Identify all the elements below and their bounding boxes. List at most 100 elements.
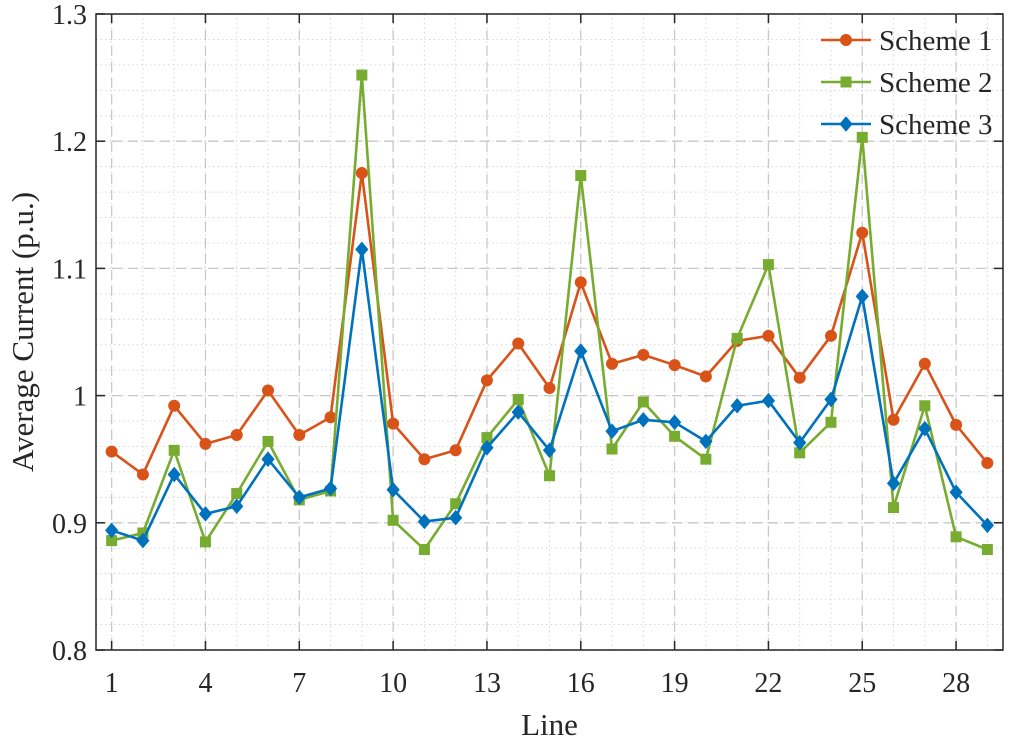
data-point-scheme-3 bbox=[636, 411, 650, 428]
data-point-scheme-1 bbox=[418, 453, 431, 466]
data-point-scheme-3 bbox=[855, 288, 869, 305]
x-tick-label: 10 bbox=[379, 668, 407, 699]
data-point-scheme-2 bbox=[731, 332, 743, 344]
data-point-scheme-1 bbox=[230, 429, 243, 442]
data-point-scheme-2 bbox=[888, 502, 900, 514]
data-point-scheme-1 bbox=[793, 371, 806, 384]
data-point-scheme-2 bbox=[856, 131, 868, 143]
data-point-scheme-1 bbox=[824, 329, 837, 342]
data-point-scheme-1 bbox=[918, 357, 931, 370]
data-point-scheme-1 bbox=[762, 329, 775, 342]
data-point-scheme-2 bbox=[262, 435, 274, 447]
data-point-scheme-3 bbox=[261, 451, 275, 467]
data-point-scheme-3 bbox=[292, 489, 306, 506]
data-point-scheme-1 bbox=[668, 359, 681, 372]
data-point-scheme-3 bbox=[480, 439, 494, 456]
data-point-scheme-3 bbox=[730, 398, 744, 414]
data-point-scheme-1 bbox=[168, 399, 181, 412]
data-point-scheme-1 bbox=[199, 437, 212, 450]
legend-marker-scheme-2 bbox=[840, 76, 852, 88]
plot-frame bbox=[95, 13, 1004, 651]
y-tick-label: 1 bbox=[73, 382, 87, 413]
data-point-scheme-3 bbox=[449, 509, 463, 526]
data-point-scheme-3 bbox=[980, 517, 994, 534]
data-point-scheme-2 bbox=[512, 393, 524, 405]
data-point-scheme-2 bbox=[637, 396, 649, 408]
y-tick-label: 1.1 bbox=[52, 254, 87, 285]
data-point-scheme-2 bbox=[168, 444, 180, 456]
data-point-scheme-2 bbox=[700, 453, 712, 465]
legend-item-scheme-1: Scheme 1 bbox=[821, 25, 993, 57]
legend-marker-scheme-1 bbox=[840, 34, 852, 46]
data-point-scheme-2 bbox=[199, 536, 211, 548]
series-layer bbox=[105, 69, 994, 556]
data-point-scheme-3 bbox=[605, 423, 619, 439]
data-point-scheme-1 bbox=[480, 374, 493, 387]
axis-ticks bbox=[96, 13, 1003, 651]
data-point-scheme-3 bbox=[918, 420, 932, 437]
x-tick-label: 7 bbox=[292, 668, 306, 699]
y-axis-title: Average Current (p.u.) bbox=[5, 192, 40, 472]
data-point-scheme-3 bbox=[886, 475, 901, 492]
data-point-scheme-1 bbox=[512, 337, 525, 350]
data-point-scheme-2 bbox=[231, 488, 243, 500]
series-scheme-3 bbox=[105, 241, 994, 549]
data-point-scheme-2 bbox=[762, 259, 774, 271]
data-point-scheme-3 bbox=[136, 532, 150, 549]
data-point-scheme-3 bbox=[386, 481, 400, 498]
data-point-scheme-2 bbox=[387, 514, 399, 526]
data-point-scheme-2 bbox=[544, 470, 555, 482]
data-point-scheme-2 bbox=[981, 544, 993, 556]
data-point-scheme-1 bbox=[105, 445, 118, 458]
legend-marker-scheme-3 bbox=[839, 116, 853, 132]
x-tick-label: 13 bbox=[473, 668, 501, 699]
data-point-scheme-3 bbox=[323, 480, 338, 497]
legend-item-scheme-3: Scheme 3 bbox=[821, 109, 993, 141]
data-point-scheme-2 bbox=[950, 531, 962, 543]
legend-item-scheme-2: Scheme 2 bbox=[821, 67, 993, 99]
data-point-scheme-3 bbox=[355, 241, 369, 258]
data-point-scheme-2 bbox=[418, 544, 430, 556]
data-point-scheme-3 bbox=[699, 433, 713, 450]
data-point-scheme-2 bbox=[919, 400, 931, 412]
data-point-scheme-1 bbox=[856, 226, 869, 239]
data-point-scheme-3 bbox=[574, 343, 588, 359]
data-point-scheme-3 bbox=[542, 442, 557, 459]
data-point-scheme-3 bbox=[667, 414, 682, 431]
data-point-scheme-3 bbox=[949, 484, 963, 501]
data-point-scheme-3 bbox=[167, 466, 181, 483]
y-tick-label: 1.3 bbox=[52, 0, 87, 31]
data-point-scheme-3 bbox=[105, 522, 119, 539]
data-point-scheme-1 bbox=[887, 413, 900, 426]
data-point-scheme-3 bbox=[793, 434, 807, 451]
legend-label-scheme-3: Scheme 3 bbox=[879, 109, 993, 141]
x-tick-label: 16 bbox=[567, 668, 595, 699]
data-point-scheme-1 bbox=[136, 468, 149, 481]
x-tick-label: 28 bbox=[942, 668, 970, 699]
data-point-scheme-1 bbox=[543, 381, 556, 394]
data-point-scheme-1 bbox=[355, 167, 368, 179]
y-tick-label: 0.9 bbox=[52, 509, 87, 540]
x-tick-label: 1 bbox=[105, 668, 119, 699]
data-point-scheme-2 bbox=[669, 430, 681, 442]
data-point-scheme-1 bbox=[981, 457, 994, 470]
data-point-scheme-3 bbox=[417, 513, 432, 530]
data-point-scheme-1 bbox=[324, 411, 337, 424]
x-tick-label: 22 bbox=[754, 668, 782, 699]
data-point-scheme-3 bbox=[230, 498, 244, 515]
data-point-scheme-1 bbox=[637, 348, 650, 361]
legend: Scheme 1 Scheme 2 Scheme 3 bbox=[821, 25, 993, 141]
legend-label-scheme-2: Scheme 2 bbox=[879, 67, 993, 99]
data-point-scheme-1 bbox=[387, 417, 400, 430]
data-point-scheme-1 bbox=[574, 276, 587, 289]
data-point-scheme-3 bbox=[198, 506, 213, 522]
x-tick-labels: 1 4 7 10 13 16 19 22 25 28 bbox=[105, 668, 970, 699]
data-point-scheme-3 bbox=[511, 404, 525, 420]
data-point-scheme-3 bbox=[761, 392, 776, 409]
x-axis-title: Line bbox=[521, 707, 578, 742]
data-point-scheme-2 bbox=[575, 170, 587, 182]
data-point-scheme-1 bbox=[950, 418, 963, 431]
data-point-scheme-2 bbox=[606, 443, 618, 455]
y-tick-labels: 0.8 0.9 1 1.1 1.2 1.3 bbox=[52, 0, 87, 667]
